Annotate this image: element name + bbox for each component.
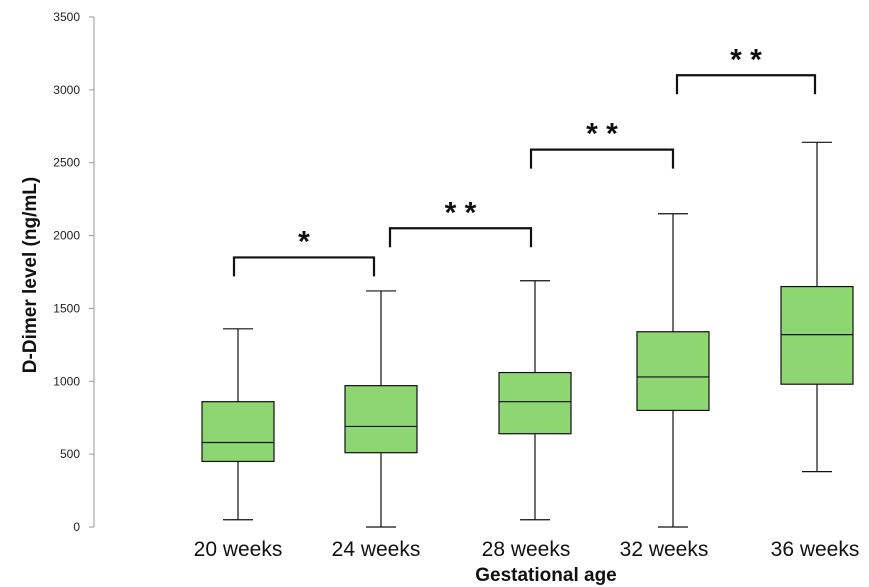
iqr-box xyxy=(344,385,418,454)
significance-bracket: * * xyxy=(388,196,533,248)
box-28-weeks xyxy=(498,280,572,521)
box-32-weeks xyxy=(636,213,710,528)
x-tick-label: 32 weeks xyxy=(620,538,709,561)
bracket-line xyxy=(388,227,533,248)
significance-bracket: * xyxy=(232,225,376,277)
significance-label: * * xyxy=(730,43,762,76)
box-24-weeks xyxy=(344,290,418,528)
x-tick-label: 28 weeks xyxy=(482,538,571,561)
x-tick-label: 24 weeks xyxy=(332,538,421,561)
significance-bracket: * * xyxy=(529,118,675,169)
significance-bracket: * * xyxy=(675,43,817,95)
y-axis-title: D-Dimer level (ng/mL) xyxy=(20,177,41,373)
y-tick-label: 3000 xyxy=(53,83,80,97)
x-tick-label: 20 weeks xyxy=(194,538,283,561)
significance-label: * * xyxy=(445,196,477,229)
y-tick-label: 0 xyxy=(73,520,80,534)
iqr-box xyxy=(636,331,710,412)
x-tick-label: 36 weeks xyxy=(771,538,860,561)
significance-label: * * xyxy=(586,118,618,151)
y-tick-label: 1000 xyxy=(53,374,80,388)
x-axis-title: Gestational age xyxy=(475,565,617,586)
y-tick-label: 3500 xyxy=(53,10,80,24)
box-20-weeks xyxy=(201,328,275,521)
box-series xyxy=(201,141,854,528)
y-tick-label: 500 xyxy=(60,447,80,461)
bracket-line xyxy=(232,256,376,277)
y-axis-ticks: 0 500 1000 1500 2000 2500 3000 3500 xyxy=(53,10,94,534)
box-36-weeks xyxy=(780,141,854,473)
y-tick-label: 2000 xyxy=(53,229,80,243)
significance-brackets: * * * * * * * xyxy=(232,43,817,277)
bracket-line xyxy=(675,74,817,95)
x-axis-tick-labels: 20 weeks 24 weeks 28 weeks 32 weeks 36 weeks xyxy=(194,538,860,561)
iqr-box xyxy=(201,401,275,463)
significance-label: * xyxy=(298,225,310,258)
y-tick-label: 2500 xyxy=(53,156,80,170)
iqr-box xyxy=(498,371,572,435)
y-tick-label: 1500 xyxy=(53,301,80,315)
bracket-line xyxy=(529,148,675,169)
iqr-box xyxy=(780,285,854,385)
